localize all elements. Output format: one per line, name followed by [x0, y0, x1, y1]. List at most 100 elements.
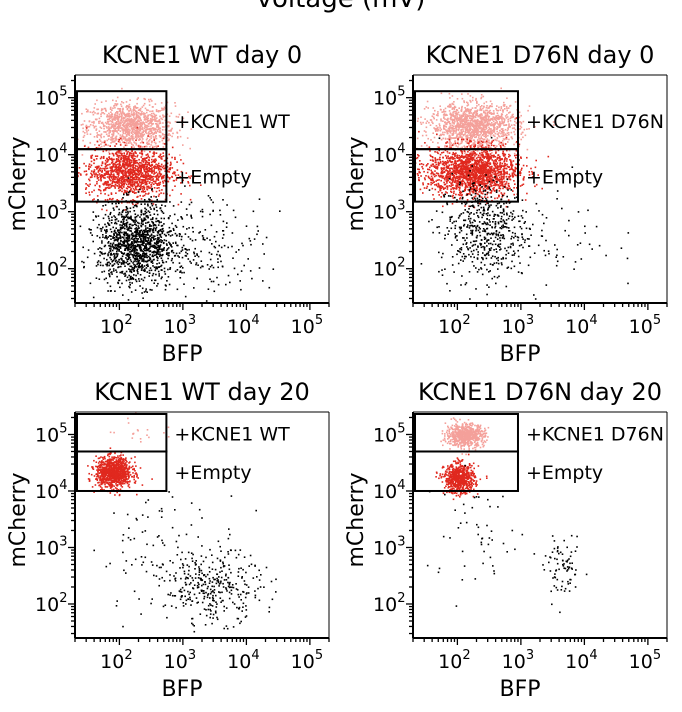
data-point	[131, 276, 134, 279]
data-point	[444, 146, 446, 148]
data-point	[163, 106, 166, 109]
data-point	[180, 265, 183, 267]
data-point	[498, 118, 500, 121]
data-point	[85, 170, 88, 172]
data-point	[127, 194, 129, 196]
data-point	[247, 258, 249, 260]
data-point	[152, 229, 155, 231]
data-point	[135, 116, 138, 118]
data-point	[156, 209, 158, 212]
data-point	[85, 126, 87, 128]
data-point	[114, 166, 116, 169]
data-point	[117, 229, 119, 231]
data-point	[103, 183, 105, 186]
data-point	[156, 174, 159, 177]
data-point	[157, 155, 160, 158]
data-point	[153, 187, 156, 189]
data-point	[142, 121, 144, 123]
data-point	[99, 227, 102, 230]
data-point	[106, 127, 108, 129]
data-point	[103, 270, 106, 273]
data-point	[131, 127, 133, 130]
data-point	[127, 124, 129, 126]
data-point	[455, 110, 457, 113]
data-point	[94, 166, 97, 168]
data-point	[113, 114, 116, 116]
data-point	[142, 122, 145, 124]
data-point	[125, 257, 127, 259]
data-point	[99, 169, 101, 172]
data-point	[131, 128, 134, 131]
data-point	[140, 256, 143, 258]
gate-box	[76, 148, 168, 203]
data-point	[141, 220, 143, 223]
data-point	[128, 279, 130, 281]
data-point	[489, 123, 492, 125]
data-point	[161, 137, 164, 140]
data-point	[135, 162, 138, 164]
data-point	[139, 117, 142, 119]
data-point	[128, 109, 130, 112]
data-point	[121, 245, 123, 247]
data-point	[140, 211, 143, 214]
data-point	[116, 254, 119, 257]
data-point	[125, 106, 127, 108]
data-point	[155, 227, 157, 230]
data-point	[152, 223, 155, 225]
data-point	[146, 243, 149, 245]
data-point	[145, 157, 148, 159]
data-point	[82, 246, 84, 249]
data-point	[479, 142, 481, 145]
data-point	[144, 98, 146, 101]
data-point	[106, 115, 108, 118]
data-point	[87, 147, 90, 149]
data-point	[128, 106, 131, 108]
data-point	[161, 129, 164, 131]
data-point	[124, 245, 126, 247]
data-point	[436, 128, 438, 130]
data-point	[131, 154, 134, 157]
data-point	[133, 173, 136, 176]
data-point	[141, 287, 144, 290]
data-point	[110, 179, 112, 182]
data-point	[123, 237, 125, 239]
data-point	[120, 220, 123, 223]
data-point	[101, 161, 104, 163]
data-point	[93, 252, 96, 255]
data-point	[149, 114, 151, 116]
data-point	[483, 131, 485, 134]
data-point	[464, 122, 466, 124]
data-point	[159, 254, 162, 256]
data-point	[100, 230, 103, 232]
data-point	[103, 112, 106, 115]
data-point	[131, 250, 133, 252]
data-point	[118, 183, 120, 186]
data-point	[115, 222, 118, 225]
data-point	[465, 116, 468, 119]
data-point	[145, 128, 148, 131]
data-point	[140, 238, 142, 241]
data-point	[450, 105, 452, 107]
data-point	[465, 138, 468, 140]
data-point	[450, 145, 453, 147]
data-point	[116, 151, 118, 153]
data-point	[175, 242, 177, 245]
data-point	[473, 142, 476, 144]
data-point	[135, 185, 137, 188]
data-point	[464, 131, 467, 134]
data-point	[158, 134, 161, 137]
data-point	[111, 243, 114, 246]
data-point	[126, 133, 129, 135]
data-point	[160, 173, 163, 175]
data-point	[124, 249, 126, 251]
data-point	[159, 181, 162, 184]
data-point	[121, 116, 123, 119]
data-point	[496, 145, 498, 147]
data-point	[182, 144, 184, 146]
data-point	[113, 105, 115, 107]
data-point	[143, 157, 145, 160]
data-point	[127, 177, 130, 179]
data-point	[136, 154, 139, 157]
data-point	[111, 273, 113, 275]
data-point	[140, 222, 143, 225]
